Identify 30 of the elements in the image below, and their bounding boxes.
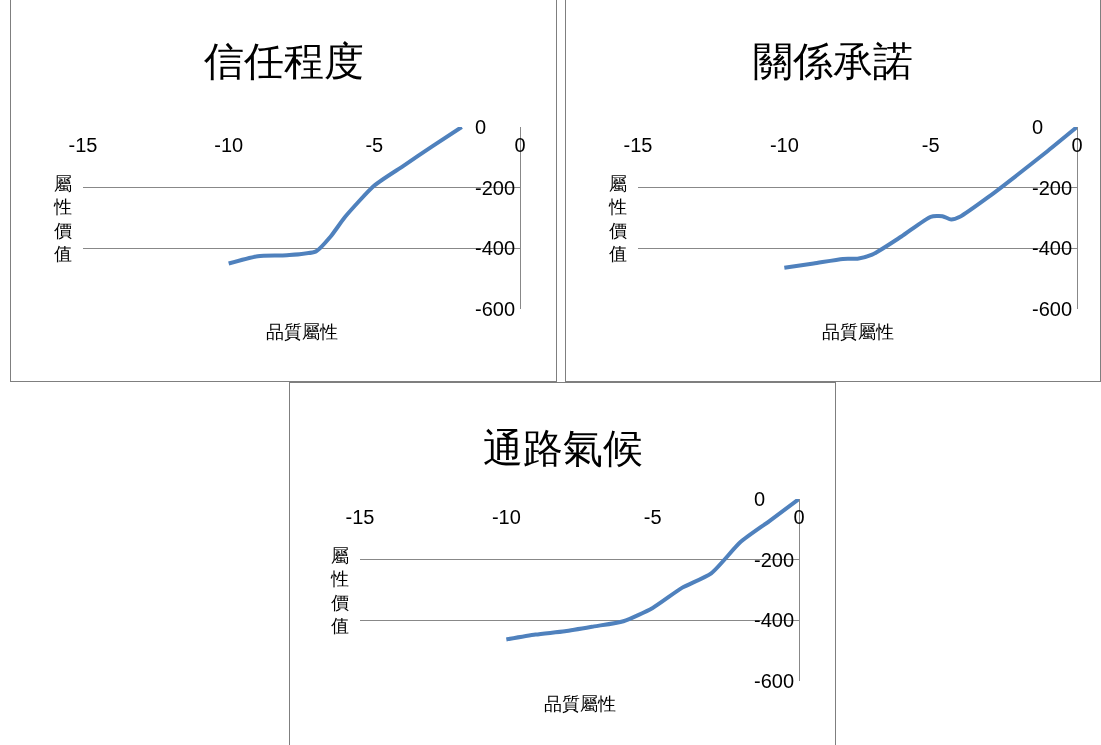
x-tick-label: -15: [68, 134, 98, 156]
y-tick-label: -200: [475, 176, 516, 199]
x-axis-title: 品質屬性: [266, 321, 338, 342]
y-tick-label: 0: [754, 488, 766, 510]
chart-title: 關係承諾: [753, 38, 913, 84]
y-tick-label: -600: [754, 670, 795, 692]
y-tick-label: 0: [1032, 116, 1044, 138]
x-axis-title: 品質屬性: [544, 693, 616, 714]
x-tick-label: -10: [214, 134, 244, 156]
y-tick-label: -400: [475, 237, 516, 260]
x-tick-label: -5: [365, 134, 384, 156]
y-tick-label: -200: [1032, 176, 1073, 199]
chart-title: 信任程度: [203, 38, 364, 84]
x-axis-title: 品質屬性: [822, 321, 894, 342]
x-tick-label: -5: [921, 134, 940, 156]
x-tick-label: -10: [491, 506, 521, 528]
x-tick-label: -5: [643, 506, 662, 528]
y-axis-title: 屬性價值: [608, 173, 627, 265]
y-axis-title: 屬性價值: [330, 545, 349, 637]
x-tick-label: -15: [345, 506, 375, 528]
y-tick-label: -600: [1032, 298, 1073, 320]
y-tick-label: -400: [1032, 237, 1073, 260]
y-tick-label: 0: [475, 116, 487, 138]
y-tick-label: -600: [475, 298, 516, 320]
x-tick-label: -15: [623, 134, 653, 156]
x-tick-label: -10: [769, 134, 799, 156]
chart-title: 通路氣候: [482, 425, 643, 471]
y-axis-title: 屬性價值: [53, 173, 72, 265]
y-tick-label: -200: [754, 548, 795, 571]
y-tick-label: -400: [754, 609, 795, 632]
